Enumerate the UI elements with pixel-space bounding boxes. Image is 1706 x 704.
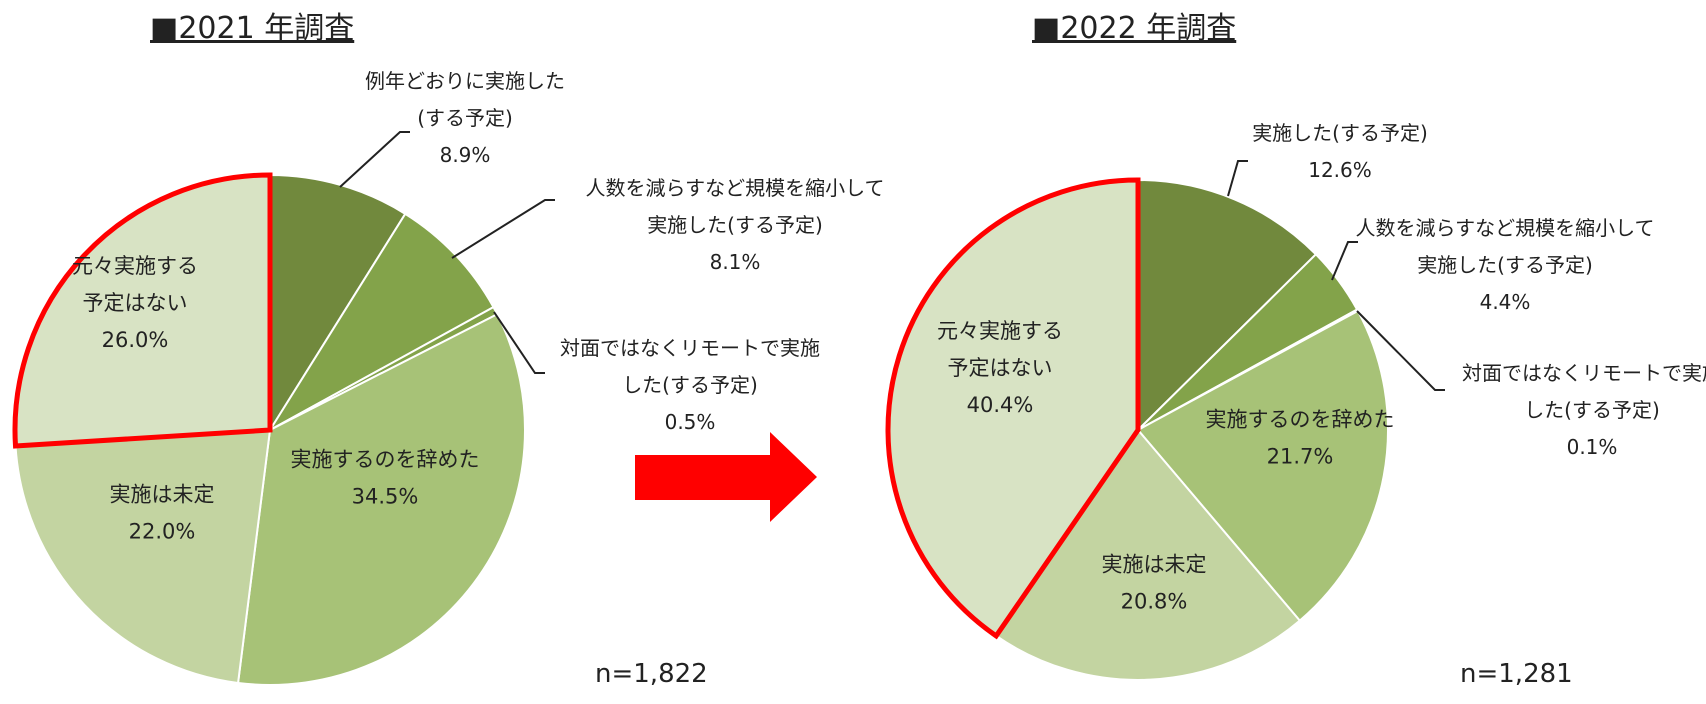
pie-slice-実施するのを辞めた (1136, 309, 1389, 623)
slice-label-line: 実施した(する予定) (647, 213, 823, 237)
slice-label-line: 対面ではなくリモートで実施 (1462, 361, 1706, 385)
slice-label: 実施した(する予定) 12.6% (1252, 121, 1428, 182)
highlight-outline (12, 172, 273, 449)
slice-label-line: した(する予定) (1524, 398, 1660, 422)
transition-arrow-icon (635, 432, 817, 522)
slice-label-line: した(する予定) (622, 373, 758, 397)
slice-label-line: 人数を減らすなど規模を縮小して (1356, 216, 1655, 240)
slice-value-label: 34.5% (352, 485, 419, 509)
slice-label: 例年どおりに実施した (する予定) 8.9% (365, 69, 565, 167)
slice-label-line: 例年どおりに実施した (365, 69, 565, 93)
chart-title: ■2021 年調査 (150, 11, 354, 46)
slice-label-line: (する予定) (417, 106, 513, 130)
slice-value-label: 20.8% (1121, 590, 1188, 614)
sample-size-label: n=1,281 (1460, 659, 1573, 689)
slice-value-label: 26.0% (102, 328, 169, 352)
slice-value-label: 8.9% (440, 143, 491, 167)
leader-line (451, 199, 555, 259)
slice-label-line: 実施は未定 (110, 483, 215, 507)
leader-line (1356, 310, 1445, 391)
leader-line (1227, 160, 1248, 197)
slice-label-line: 実施した(する予定) (1417, 253, 1593, 277)
sample-size-label: n=1,822 (595, 659, 708, 689)
slice-label-line: 人数を減らすなど規模を縮小して (586, 176, 885, 200)
slice-value-label: 8.1% (710, 250, 761, 274)
slice-label: 実施するのを辞めた 34.5% (291, 448, 480, 509)
leader-line (1331, 241, 1358, 281)
slice-label: 元々実施する予定はない 40.4% (937, 319, 1063, 417)
slice-label: 対面ではなくリモートで実施した(する予定) 0.5% (560, 336, 820, 434)
highlight-outline (885, 177, 1141, 640)
slice-label-line: 実施するのを辞めた (1206, 408, 1395, 432)
slice-label-line: 実施は未定 (1102, 553, 1207, 577)
pie-slice-実施は未定 (994, 428, 1302, 681)
slice-label-line: 予定はない (948, 356, 1053, 380)
slice-label-line: 実施するのを辞めた (291, 448, 480, 472)
leader-line (493, 311, 545, 374)
slice-value-label: 40.4% (967, 393, 1034, 417)
slice-label-line: 対面ではなくリモートで実施 (560, 336, 820, 360)
pie-slice-実施したする予定 (1137, 178, 1318, 433)
slice-label: 実施は未定 20.8% (1102, 553, 1207, 614)
pie-slice-実施は未定 (14, 428, 272, 685)
pie-slice-例年どおりに実施したする予定 (269, 173, 407, 434)
slice-label: 人数を減らすなど規模を縮小して実施した(する予定) 4.4% (1356, 216, 1655, 314)
slice-label: 実施は未定 22.0% (110, 483, 215, 544)
slice-label: 元々実施する予定はない 26.0% (72, 254, 198, 352)
slice-label-line: 実施した(する予定) (1252, 121, 1428, 145)
slice-label: 人数を減らすなど規模を縮小して実施した(する予定) 8.1% (586, 176, 885, 274)
slice-label-line: 元々実施する (72, 254, 198, 278)
slice-value-label: 22.0% (129, 520, 196, 544)
leader-line (339, 131, 410, 188)
slice-label: 対面ではなくリモートで実施した(する予定) 0.1% (1462, 361, 1706, 459)
slice-value-label: 0.5% (665, 410, 716, 434)
chart-title: ■2022 年調査 (1032, 11, 1236, 46)
slice-value-label: 4.4% (1480, 290, 1531, 314)
pie-slice-実施するのを辞めた (236, 312, 526, 686)
slice-value-label: 21.7% (1267, 445, 1334, 469)
slice-label: 実施するのを辞めた 21.7% (1206, 408, 1395, 469)
slice-label-line: 予定はない (83, 291, 188, 315)
slice-value-label: 12.6% (1308, 158, 1372, 182)
slice-label-line: 元々実施する (937, 319, 1063, 343)
slice-value-label: 0.1% (1567, 435, 1618, 459)
